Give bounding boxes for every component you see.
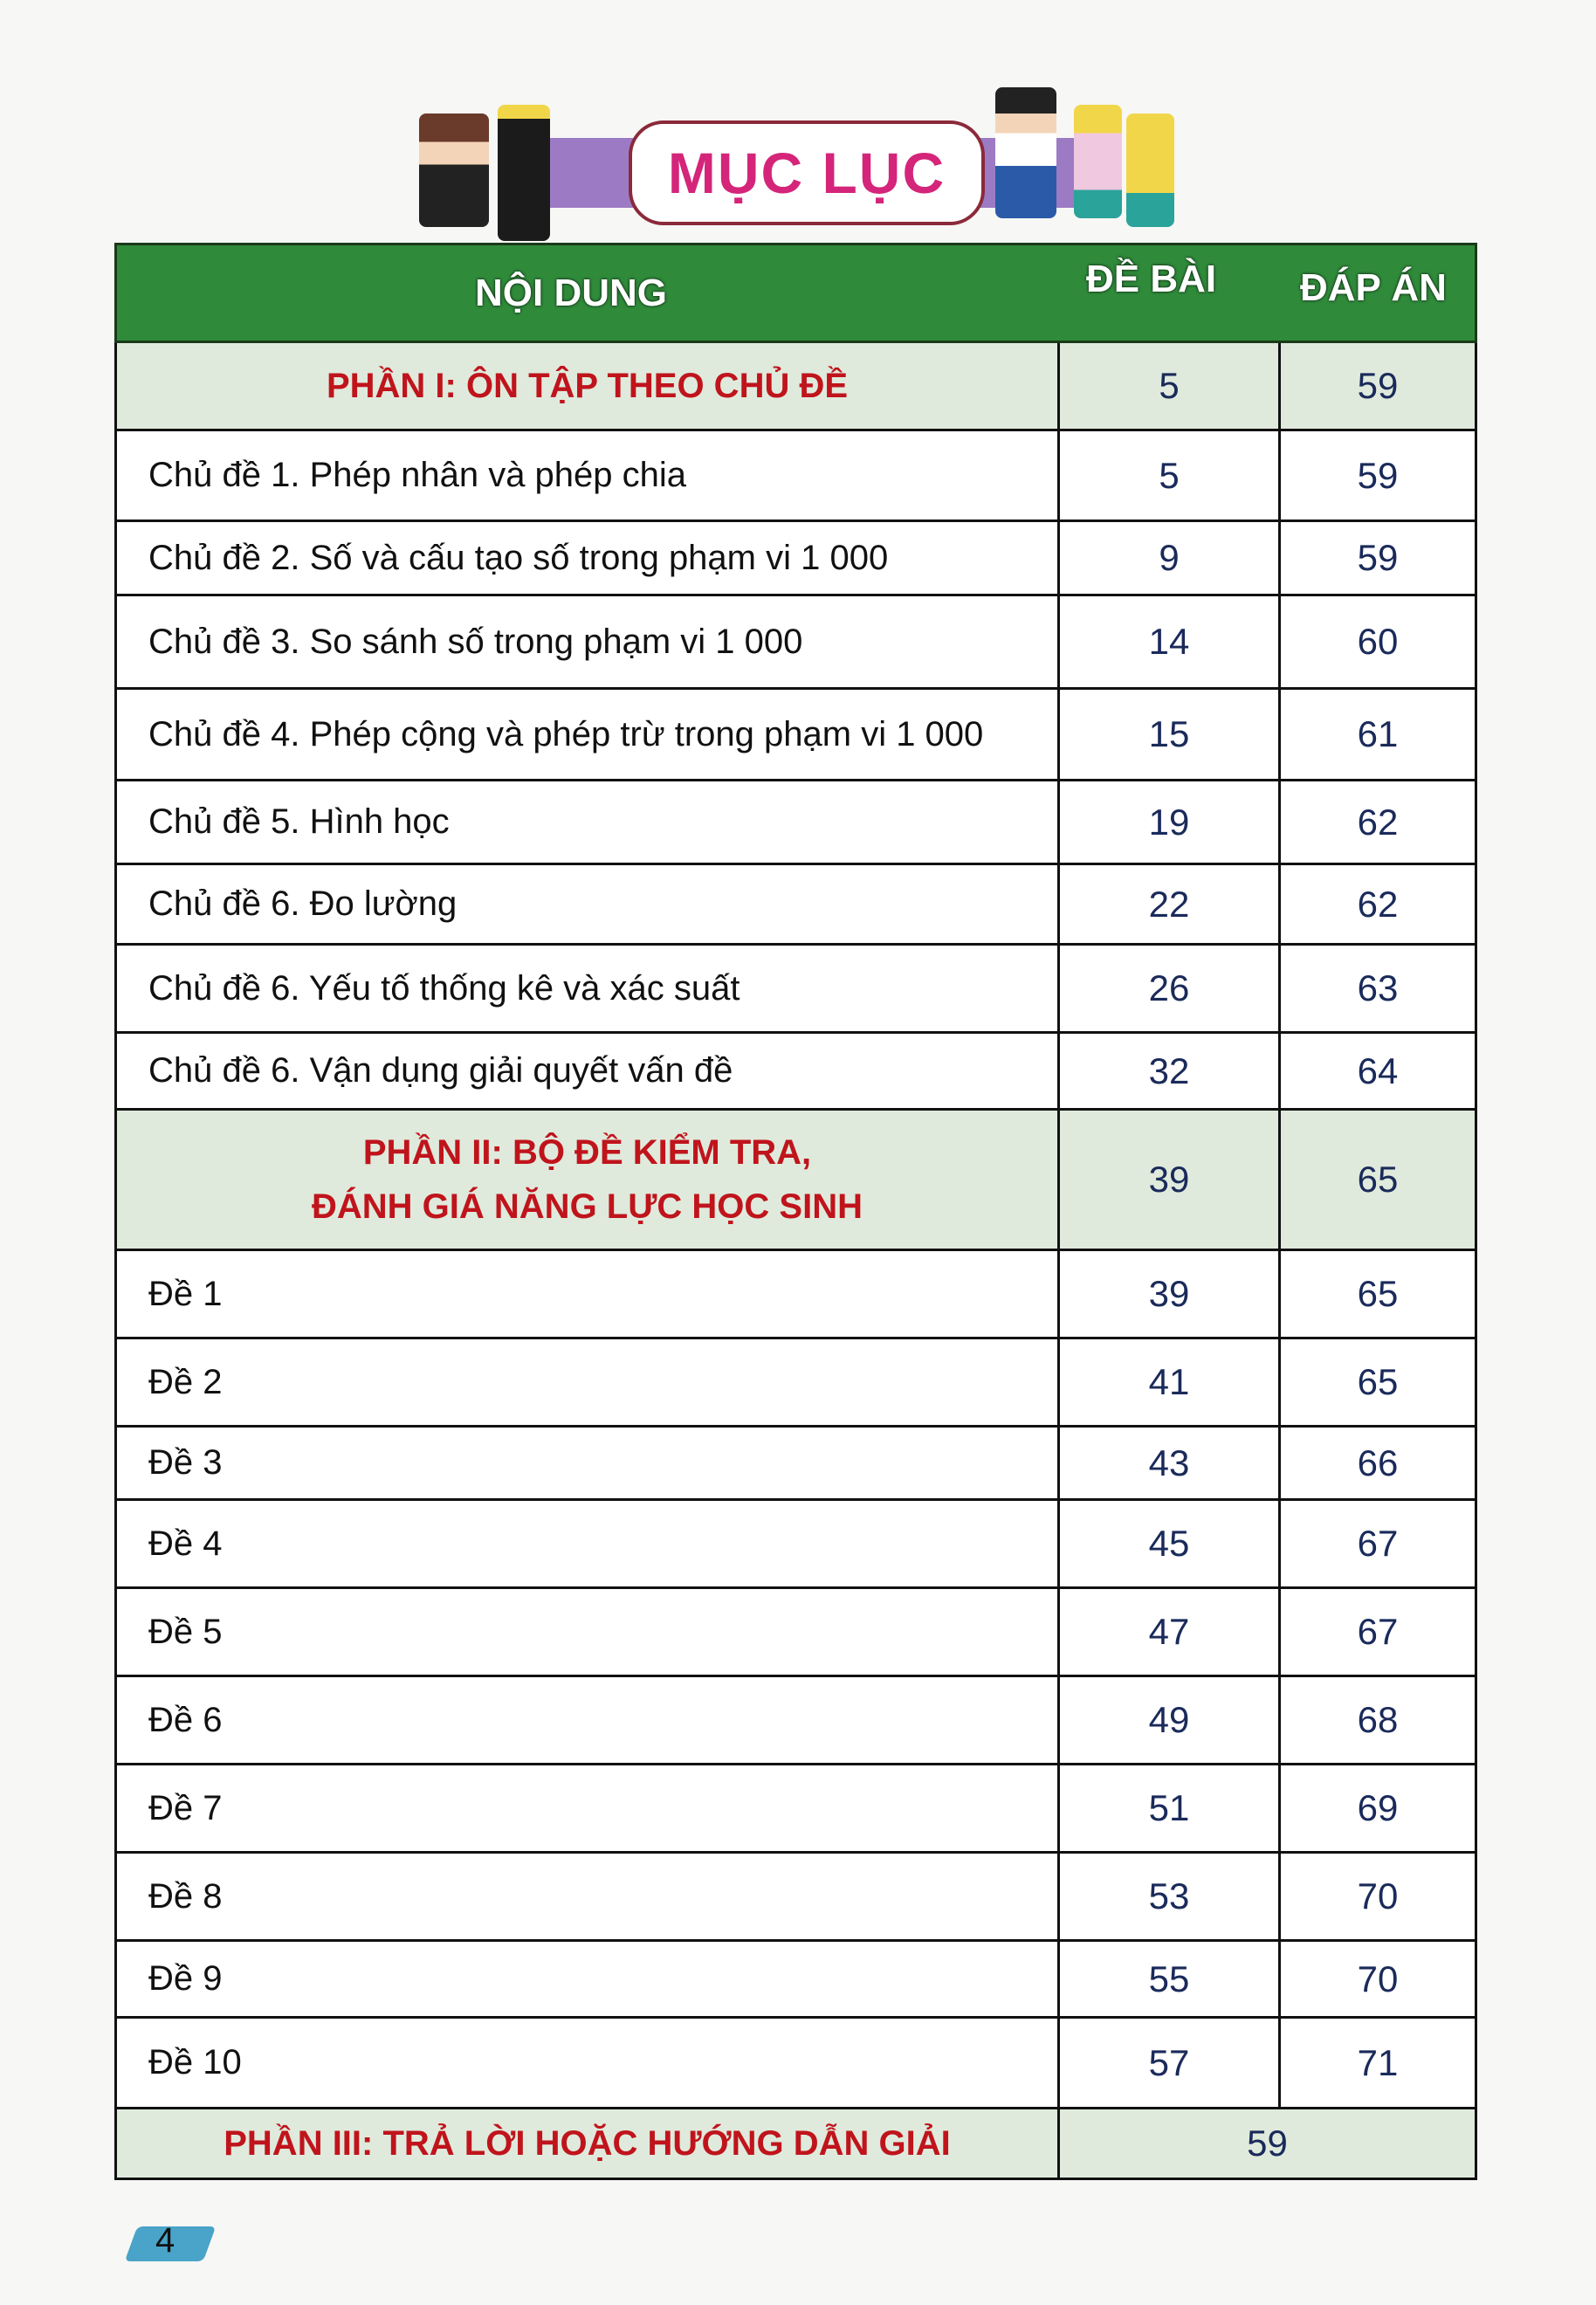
pencil-face-illustration	[1126, 114, 1174, 227]
row-answer-page: 67	[1278, 1501, 1475, 1586]
toc-section-row: PHẦN I: ÔN TẬP THEO CHỦ ĐỀ 5 59	[114, 343, 1477, 431]
toc-row: Chủ đề 1. Phép nhân và phép chia 5 59	[114, 431, 1477, 522]
row-exercise-page: 51	[1057, 1765, 1278, 1851]
row-answer-page: 62	[1278, 781, 1475, 863]
toc-row: Đề 1 39 65	[114, 1251, 1477, 1339]
toc-row: Đề 4 45 67	[114, 1501, 1477, 1589]
header-exercise: ĐỀ BÀI	[1086, 258, 1217, 300]
toc-row: Chủ đề 6. Vận dụng giải quyết vấn đề 32 64	[114, 1034, 1477, 1111]
row-label: Chủ đề 4. Phép cộng và phép trừ trong ph…	[148, 714, 984, 753]
row-exercise-page: 22	[1057, 865, 1278, 943]
row-answer-page: 68	[1278, 1677, 1475, 1763]
toc-row: Đề 5 47 67	[114, 1589, 1477, 1677]
toc-row: Đề 3 43 66	[114, 1428, 1477, 1501]
pencil-face-illustration	[1074, 105, 1122, 218]
row-exercise-page: 55	[1057, 1942, 1278, 2016]
row-label: PHẦN III: TRẢ LỜI HOẶC HƯỚNG DẪN GIẢI	[224, 2124, 951, 2163]
row-exercise-page: 26	[1057, 946, 1278, 1031]
row-exercise-page: 9	[1057, 522, 1278, 594]
row-answer-page: 65	[1278, 1251, 1475, 1337]
toc-row: Chủ đề 2. Số và cấu tạo số trong phạm vi…	[114, 522, 1477, 596]
row-exercise-page: 57	[1057, 2019, 1278, 2107]
girl-illustration	[419, 114, 489, 227]
row-label: Chủ đề 5. Hình học	[148, 802, 450, 841]
row-answer-page: 60	[1278, 596, 1475, 687]
row-exercise-page: 32	[1057, 1034, 1278, 1108]
row-label: Chủ đề 6. Đo lường	[148, 884, 457, 923]
row-page: 59	[1057, 2109, 1475, 2178]
toc-row: Đề 9 55 70	[114, 1942, 1477, 2019]
row-label: Đề 1	[148, 1274, 223, 1313]
row-answer-page: 71	[1278, 2019, 1475, 2107]
row-label: PHẦN II: BỘ ĐỀ KIỂM TRA, ĐÁNH GIÁ NĂNG L…	[312, 1133, 863, 1226]
row-label: Đề 7	[148, 1788, 223, 1827]
row-answer-page: 59	[1278, 431, 1475, 519]
row-exercise-page: 39	[1057, 1111, 1278, 1249]
toc-row: Đề 7 51 69	[114, 1765, 1477, 1854]
row-exercise-page: 19	[1057, 781, 1278, 863]
row-label: Chủ đề 6. Yếu tố thống kê và xác suất	[148, 968, 740, 1008]
toc-row: Đề 2 41 65	[114, 1339, 1477, 1428]
row-answer-page: 61	[1278, 690, 1475, 779]
row-answer-page: 63	[1278, 946, 1475, 1031]
row-answer-page: 69	[1278, 1765, 1475, 1851]
toc-section-row: PHẦN II: BỘ ĐỀ KIỂM TRA, ĐÁNH GIÁ NĂNG L…	[114, 1111, 1477, 1251]
row-label: Đề 2	[148, 1362, 223, 1401]
page-number: 4	[155, 2221, 175, 2260]
page-title: MỤC LỤC	[629, 120, 985, 225]
title-banner: MỤC LỤC	[419, 87, 1187, 241]
toc-row: Chủ đề 3. So sánh số trong phạm vi 1 000…	[114, 596, 1477, 690]
toc-row: Đề 8 53 70	[114, 1854, 1477, 1942]
row-label: Đề 5	[148, 1612, 223, 1651]
row-answer-page: 67	[1278, 1589, 1475, 1675]
row-exercise-page: 43	[1057, 1428, 1278, 1498]
row-label: Đề 9	[148, 1959, 223, 1998]
row-exercise-page: 41	[1057, 1339, 1278, 1425]
row-label: Chủ đề 6. Vận dụng giải quyết vấn đề	[148, 1051, 733, 1090]
row-exercise-page: 39	[1057, 1251, 1278, 1337]
row-label: Đề 10	[148, 2043, 242, 2081]
toc-row: Chủ đề 6. Yếu tố thống kê và xác suất 26 6…	[114, 946, 1477, 1034]
row-answer-page: 65	[1278, 1111, 1475, 1249]
row-exercise-page: 14	[1057, 596, 1278, 687]
row-exercise-page: 15	[1057, 690, 1278, 779]
row-exercise-page: 49	[1057, 1677, 1278, 1763]
row-label: Chủ đề 2. Số và cấu tạo số trong phạm vi…	[148, 538, 889, 577]
boy-illustration	[995, 87, 1056, 218]
header-content: NỘI DUNG	[475, 272, 667, 314]
row-answer-page: 66	[1278, 1428, 1475, 1498]
row-answer-page: 70	[1278, 1942, 1475, 2016]
row-label: Đề 6	[148, 1700, 223, 1739]
row-exercise-page: 47	[1057, 1589, 1278, 1675]
row-answer-page: 64	[1278, 1034, 1475, 1108]
row-exercise-page: 5	[1057, 343, 1278, 429]
row-label: Chủ đề 1. Phép nhân và phép chia	[148, 456, 687, 494]
row-answer-page: 59	[1278, 343, 1475, 429]
toc-row: Chủ đề 6. Đo lường 22 62	[114, 865, 1477, 946]
row-label: Đề 8	[148, 1876, 223, 1916]
row-exercise-page: 5	[1057, 431, 1278, 519]
row-answer-page: 70	[1278, 1854, 1475, 1939]
toc-row: Đề 10 57 71	[114, 2019, 1477, 2109]
row-answer-page: 65	[1278, 1339, 1475, 1425]
toc-row: Chủ đề 4. Phép cộng và phép trừ trong ph…	[114, 690, 1477, 781]
row-exercise-page: 45	[1057, 1501, 1278, 1586]
toc-section-row: PHẦN III: TRẢ LỜI HOẶC HƯỚNG DẪN GIẢI 59	[114, 2109, 1477, 2180]
toc-row: Chủ đề 5. Hình học 19 62	[114, 781, 1477, 865]
row-label: Đề 4	[148, 1524, 223, 1563]
row-label: Chủ đề 3. So sánh số trong phạm vi 1 000	[148, 622, 803, 661]
header-answer: ĐÁP ÁN	[1300, 266, 1447, 309]
table-header: NỘI DUNG ĐỀ BÀI ĐÁP ÁN	[114, 243, 1477, 343]
table-of-contents: NỘI DUNG ĐỀ BÀI ĐÁP ÁN PHẦN I: ÔN TẬP TH…	[114, 243, 1477, 2180]
row-answer-page: 62	[1278, 865, 1475, 943]
page-number-badge: 4	[124, 2209, 217, 2270]
row-label: Đề 3	[148, 1443, 223, 1482]
pencil-illustration	[498, 105, 550, 241]
toc-row: Đề 6 49 68	[114, 1677, 1477, 1765]
row-exercise-page: 53	[1057, 1854, 1278, 1939]
row-answer-page: 59	[1278, 522, 1475, 594]
row-label: PHẦN I: ÔN TẬP THEO CHỦ ĐỀ	[326, 367, 849, 405]
